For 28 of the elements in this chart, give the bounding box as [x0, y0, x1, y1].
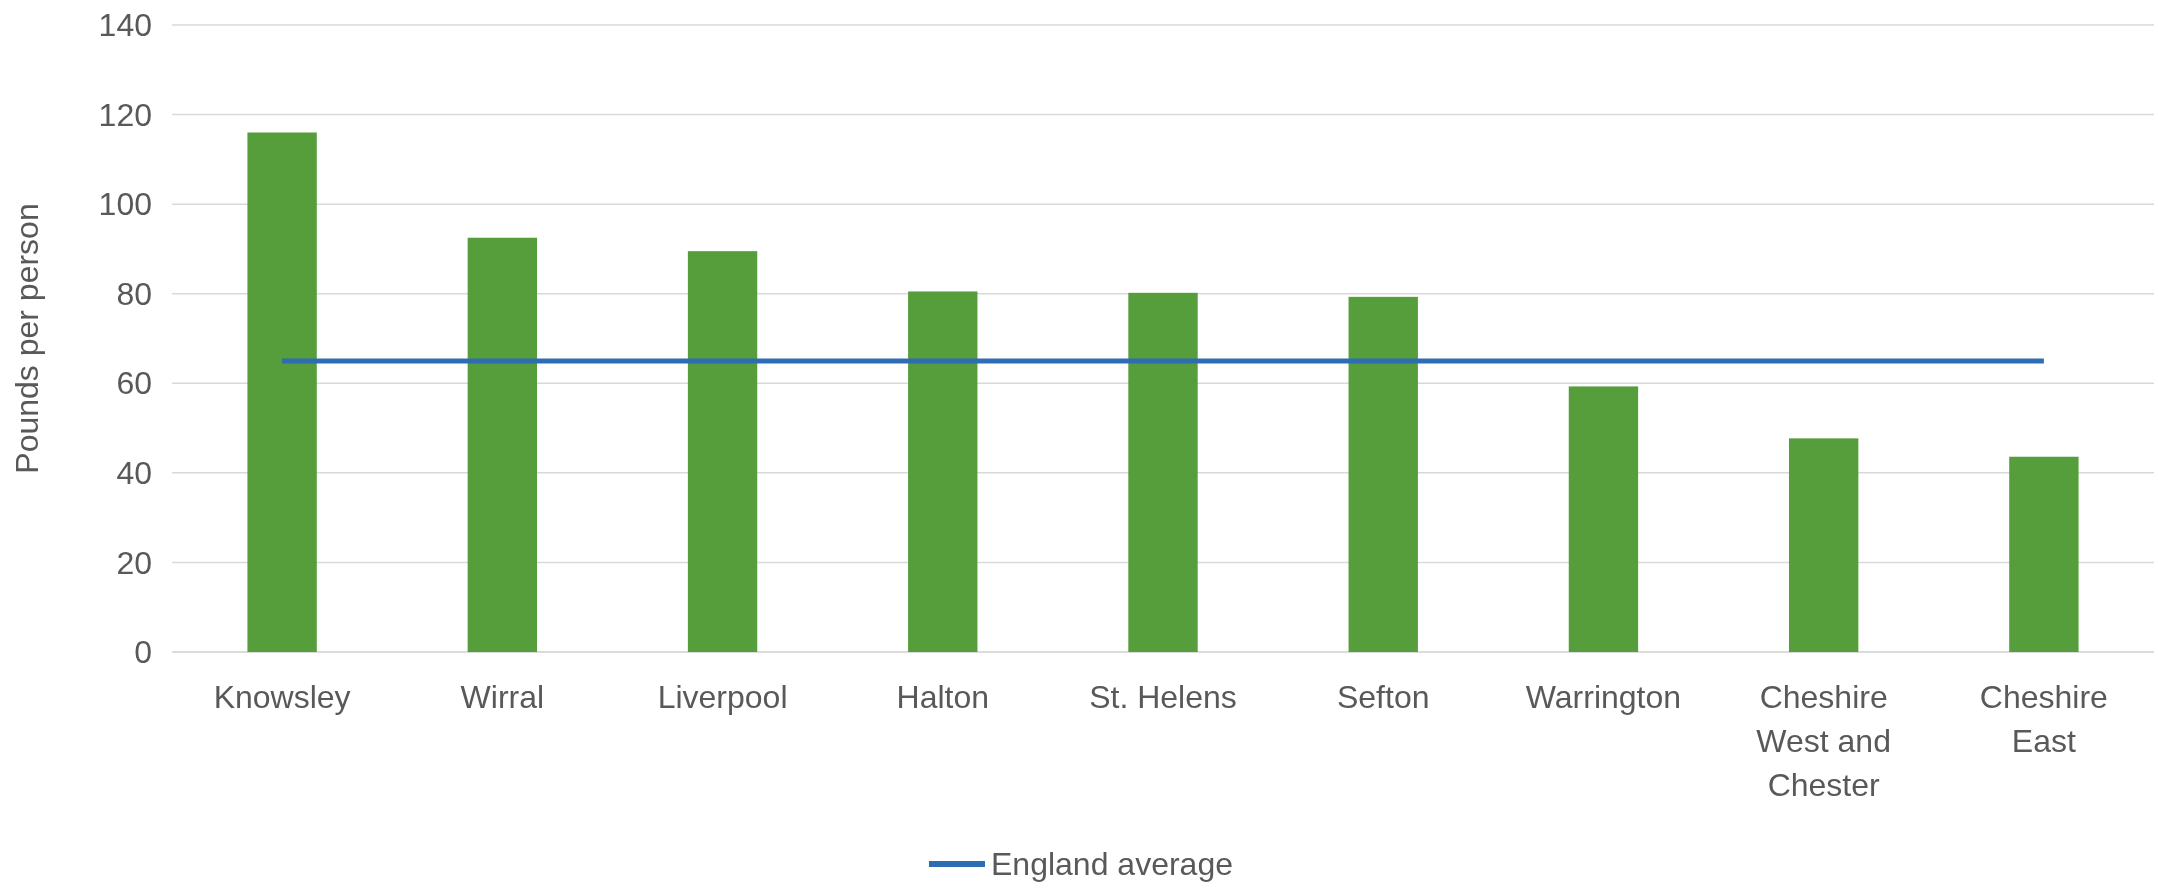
- bar: [247, 132, 317, 652]
- x-tick-label: Sefton: [1336, 679, 1430, 715]
- y-tick-label: 0: [134, 634, 152, 671]
- y-tick-label: 120: [98, 96, 152, 133]
- bar: [1128, 292, 1198, 652]
- x-tick-label: Cheshire West and Chester: [1756, 679, 1891, 803]
- x-tick-label: Liverpool: [657, 679, 788, 715]
- x-tick-label: Cheshire East: [1979, 679, 2108, 759]
- bar: [908, 291, 978, 652]
- bar: [1788, 438, 1859, 652]
- y-tick-label: 20: [116, 544, 152, 581]
- y-tick-label: 80: [116, 275, 152, 312]
- bar: [2009, 456, 2079, 652]
- bar: [467, 237, 538, 652]
- x-tick-label: Knowsley: [213, 679, 351, 715]
- legend-label: England average: [991, 846, 1233, 883]
- bar: [687, 251, 758, 652]
- x-tick-label: Warrington: [1525, 679, 1682, 715]
- bar: [1348, 296, 1418, 652]
- y-tick-label: 60: [116, 365, 152, 402]
- bar: [1568, 386, 1639, 652]
- y-tick-label: 100: [98, 186, 152, 223]
- x-tick-label: Wirral: [460, 679, 545, 715]
- y-tick-label: 40: [116, 455, 152, 492]
- x-tick-label: St. Helens: [1089, 679, 1237, 715]
- x-tick-label: Halton: [896, 679, 990, 715]
- y-axis-title: Pounds per person: [9, 203, 45, 474]
- y-tick-label: 140: [98, 7, 152, 44]
